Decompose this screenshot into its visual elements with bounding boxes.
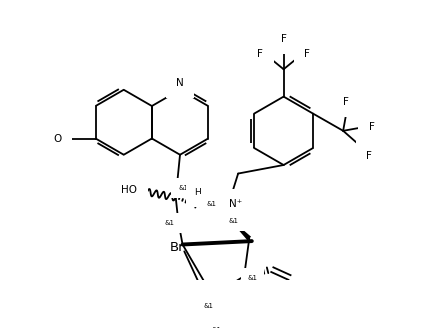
Text: F: F [257, 49, 263, 59]
Text: H: H [194, 189, 201, 197]
Text: F: F [281, 33, 287, 44]
Text: &1: &1 [178, 185, 188, 191]
Text: F: F [366, 151, 372, 161]
Text: F: F [304, 49, 310, 59]
Text: HO: HO [121, 185, 137, 195]
Text: F: F [369, 122, 375, 132]
Text: &1: &1 [165, 220, 175, 226]
Text: &1: &1 [229, 218, 239, 224]
Text: N⁺: N⁺ [229, 199, 242, 210]
Text: Br⁻: Br⁻ [170, 241, 192, 255]
Text: &1: &1 [207, 201, 216, 207]
Text: F: F [343, 97, 349, 107]
Text: &1: &1 [248, 275, 258, 281]
Text: &1: &1 [203, 303, 213, 309]
Text: &1: &1 [212, 327, 222, 328]
Polygon shape [225, 215, 251, 240]
Text: O: O [53, 133, 61, 144]
Text: N: N [176, 78, 184, 88]
